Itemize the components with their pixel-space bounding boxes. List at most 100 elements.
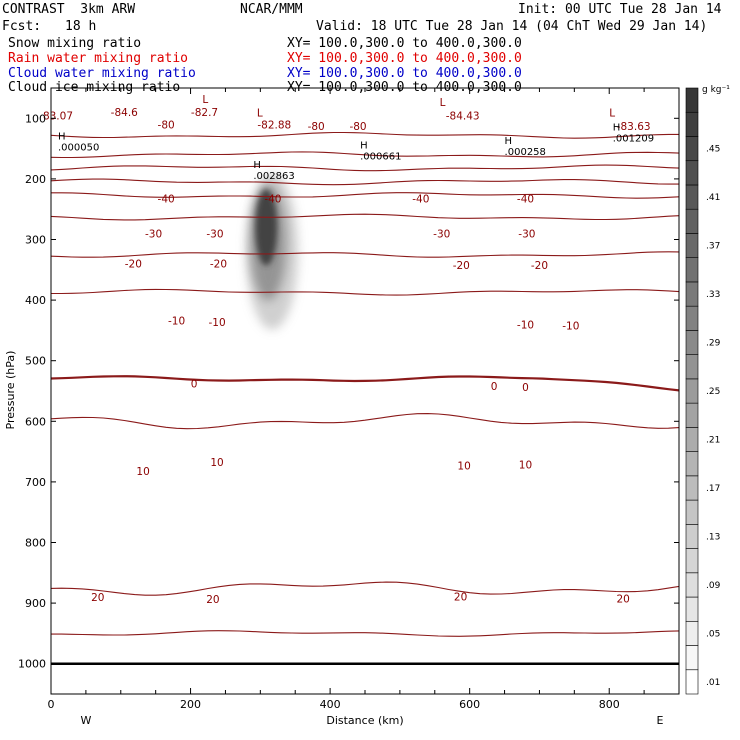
colorbar-swatch [685,620,699,646]
contour-label: -10 [168,316,185,328]
contour-label: -30 [145,228,162,240]
x-axis-label: Distance (km) [326,714,403,727]
colorbar-swatch [685,572,699,598]
isotherm-m60 [51,164,679,172]
high-value: .001209 [613,133,654,144]
contour-label: -40 [412,193,429,205]
high-value: .000258 [505,147,546,158]
colorbar-swatch [685,596,699,622]
colorbar-swatch [685,475,699,501]
y-tick-label: 500 [25,355,46,368]
colorbar-swatch [685,160,699,186]
x-tick-label: 0 [48,698,55,711]
isotherm-0 [51,375,679,392]
colorbar-label: .37 [706,242,720,252]
contour-label: 20 [454,591,467,603]
contour-label: 10 [136,466,149,478]
colorbar-swatch [685,87,699,113]
colorbar-swatch [685,208,699,234]
colorbar-swatch [685,645,699,671]
colorbar-swatch [685,427,699,452]
contour-label: -82.7 [191,107,218,119]
low-marker: L [609,107,615,119]
contour-label: 10 [457,461,470,473]
isotherm-m20 [51,251,679,258]
field-name-cloud-water: Cloud water mixing ratio [8,66,196,81]
x-tick-label: 600 [459,698,480,711]
contour-label: -20 [125,259,142,271]
high-marker: H [505,136,513,147]
contour-label: -80 [308,121,325,133]
colorbar-swatch [685,136,699,162]
contour-label: -80 [349,121,366,133]
colorbar-swatch [685,402,699,428]
colorbar-swatch [685,111,699,137]
low-marker: L [202,94,208,106]
y-tick-label: 400 [25,294,46,307]
isotherm-m70 [51,151,679,159]
colorbar-swatch [685,669,699,695]
contour-label: -84.43 [446,110,480,122]
colorbar-swatch [685,499,699,525]
isotherm-m50 [51,178,679,186]
colorbar-label: .41 [706,193,720,203]
colorbar-swatch [685,257,699,283]
forecast-label: Fcst: [2,19,42,34]
shading-core [255,189,278,266]
contour-label: -20 [210,259,227,271]
isotherm-m80 [51,131,679,139]
isotherm-20 [51,581,679,596]
contour-label: 0 [491,381,498,393]
colorbar-label: .09 [706,581,721,591]
isotherm-30 [51,630,679,637]
low-marker: L [440,97,446,109]
colorbar-swatch [685,233,699,258]
contour-label: -20 [531,260,548,272]
contour-label: 83.07 [43,110,73,122]
contour-label: -83.63 [617,121,651,133]
isotherm-m40 [51,192,679,199]
plot-frame [50,87,680,695]
isotherm-m30 [51,213,679,221]
y-tick-label: 700 [25,476,46,489]
contour-label: -40 [264,193,281,205]
field-xy-snow: XY= 100.0,300.0 to 400.0,300.0 [287,36,522,51]
west-label: W [81,714,92,727]
colorbar-label: .33 [706,290,720,300]
contour-label: 10 [519,459,532,471]
field-xy-cloud-water: XY= 100.0,300.0 to 400.0,300.0 [287,66,522,81]
x-tick-label: 400 [320,698,341,711]
contour-label: 20 [91,592,104,604]
colorbar-label: .29 [706,339,721,349]
east-label: E [657,714,664,727]
colorbar-swatch [685,524,699,549]
x-tick-label: 800 [599,698,620,711]
high-value: .000050 [58,143,99,154]
y-axis-label: Pressure (hPa) [4,351,17,430]
colorbar-unit: g kg⁻¹ [702,85,730,95]
colorbar-label: .17 [706,484,720,494]
y-tick-label: 1000 [18,658,46,671]
init-time: Init: 00 UTC Tue 28 Jan 14 [518,2,722,17]
contour-label: -10 [517,319,534,331]
colorbar-swatch [685,281,699,307]
y-tick-label: 900 [25,597,46,610]
colorbar-label: .45 [706,145,720,155]
contour-label: 20 [206,594,219,606]
colorbar-swatch [685,330,699,355]
colorbar-swatch [685,354,699,380]
y-tick-label: 300 [25,234,46,247]
colorbar-label: .05 [706,629,720,639]
contour-label: -30 [433,228,450,240]
y-tick-label: 100 [25,112,46,125]
colorbar-label: .21 [706,435,720,445]
contour-label: -20 [453,260,470,272]
contour-label: -40 [158,193,175,205]
colorbar-label: .01 [706,678,720,688]
isotherm-10 [51,413,679,430]
y-tick-label: 600 [25,415,46,428]
colorbar-swatch [685,305,699,331]
high-value: .000661 [360,152,401,163]
forecast-hour: 18 h [65,19,97,34]
colorbar-swatch [685,548,699,574]
